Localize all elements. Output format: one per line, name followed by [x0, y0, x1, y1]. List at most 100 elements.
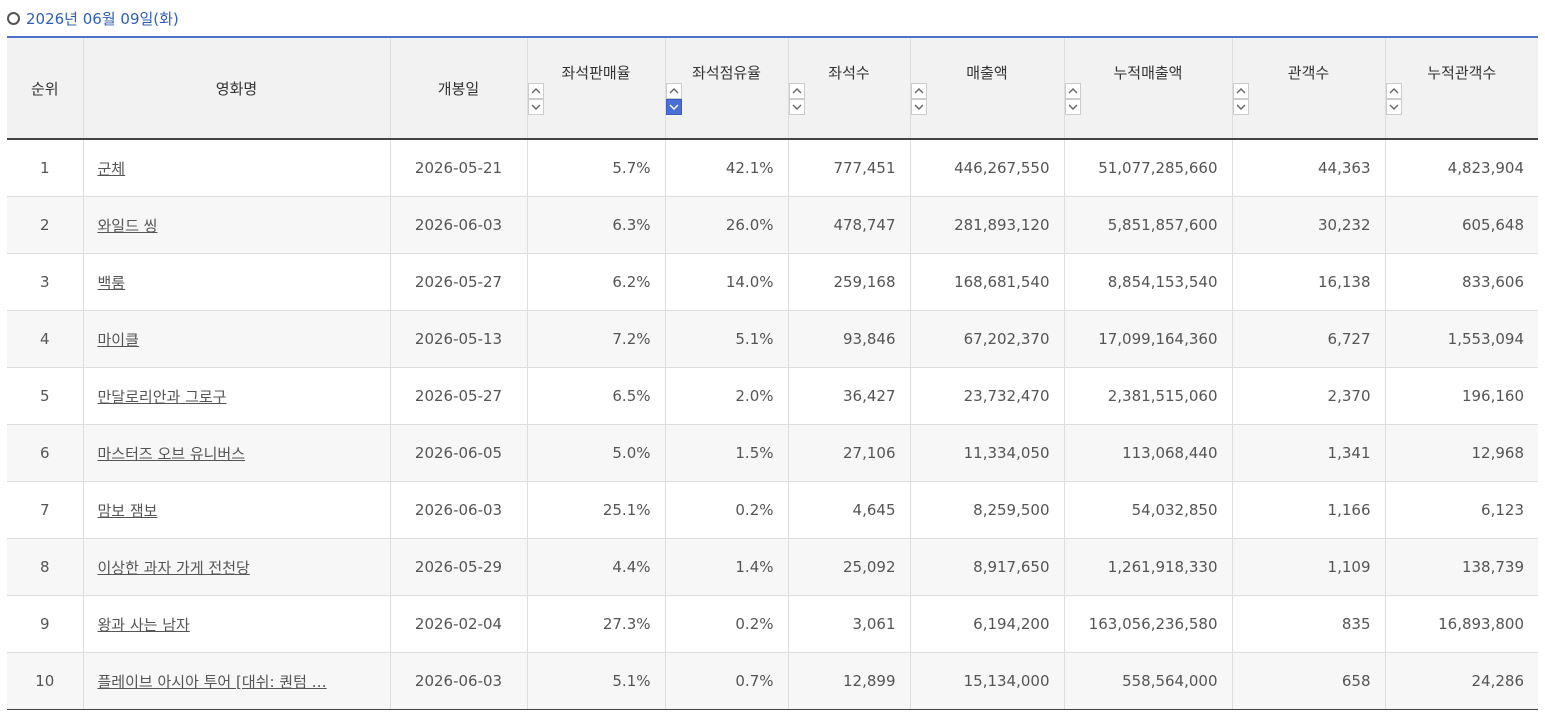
table-cell: 4.4%: [526, 538, 665, 596]
table-cell: 15,134,000: [909, 652, 1064, 710]
header-label: 순위: [30, 79, 59, 98]
table-cell: 만달로리안과 그로구: [82, 367, 390, 425]
table-cell: 36,427: [787, 367, 910, 425]
table-cell: 12,968: [1384, 424, 1538, 482]
table-cell: 30,232: [1231, 196, 1385, 254]
table-cell: 2.0%: [664, 367, 788, 425]
table-cell: 27,106: [787, 424, 910, 482]
sort-buttons: [910, 82, 1064, 115]
movie-link[interactable]: 마이클: [97, 330, 139, 349]
table-cell: 5,851,857,600: [1063, 196, 1232, 254]
movie-link[interactable]: 맘보 잼보: [97, 501, 158, 520]
table-cell: 8,917,650: [909, 538, 1064, 596]
table-cell: 2,370: [1231, 367, 1385, 425]
sort-down-button[interactable]: [527, 98, 544, 115]
sort-buttons: [1385, 82, 1539, 115]
table-row: 5 만달로리안과 그로구 2026-05-27 6.5% 2.0% 36,427 23,73…: [7, 367, 1538, 425]
table-cell: 54,032,850: [1063, 481, 1232, 539]
table-cell: 2026-06-03: [389, 196, 527, 254]
table-cell: 8,259,500: [909, 481, 1064, 539]
table-cell: 2026-06-03: [389, 652, 527, 710]
movie-link[interactable]: 플레이브 아시아 투어 [대쉬: 퀀텀 …: [97, 672, 327, 691]
table-cell: 플레이브 아시아 투어 [대쉬: 퀀텀 …: [82, 652, 390, 710]
sort-up-button[interactable]: [788, 82, 805, 99]
column-header: 누적관객수: [1384, 37, 1539, 140]
sort-buttons: [1232, 82, 1385, 115]
table-cell: 1,553,094: [1384, 310, 1538, 368]
table-cell: 5.7%: [526, 139, 665, 197]
header-label: 좌석수: [828, 63, 870, 82]
sort-down-button[interactable]: [665, 98, 682, 115]
header-label: 매출액: [966, 63, 1008, 82]
table-cell: 2026-05-29: [389, 538, 527, 596]
sort-down-button[interactable]: [1064, 98, 1081, 115]
table-row: 4 마이클 2026-05-13 7.2% 5.1% 93,846 67,202,370 17…: [7, 310, 1538, 368]
table-cell: 군체: [82, 139, 390, 197]
sort-buttons: [1064, 82, 1232, 115]
date-title: 2026년 06월 09일(화): [7, 8, 179, 29]
table-cell: 1,261,918,330: [1063, 538, 1232, 596]
table-cell: 168,681,540: [909, 253, 1064, 311]
table-cell: 27.3%: [526, 595, 665, 653]
table-cell: 5.0%: [526, 424, 665, 482]
table-cell: 7: [7, 481, 83, 539]
table-cell: 478,747: [787, 196, 910, 254]
movie-link[interactable]: 이상한 과자 가게 전천당: [97, 558, 250, 577]
table-cell: 5: [7, 367, 83, 425]
date-text: 2026년 06월 09일(화): [26, 10, 179, 28]
table-cell: 51,077,285,660: [1063, 139, 1232, 197]
table-cell: 67,202,370: [909, 310, 1064, 368]
movie-link[interactable]: 군체: [97, 159, 126, 178]
sort-buttons: [788, 82, 910, 115]
sort-buttons: [527, 82, 665, 115]
sort-up-button[interactable]: [527, 82, 544, 99]
table-cell: 0.2%: [664, 595, 788, 653]
table-cell: 4: [7, 310, 83, 368]
table-cell: 2026-06-03: [389, 481, 527, 539]
table-cell: 1.5%: [664, 424, 788, 482]
sort-down-button[interactable]: [910, 98, 927, 115]
table-cell: 11,334,050: [909, 424, 1064, 482]
table-cell: 2026-05-13: [389, 310, 527, 368]
table-cell: 0.7%: [664, 652, 788, 710]
header-label: 좌석판매율: [561, 63, 631, 82]
table-cell: 44,363: [1231, 139, 1385, 197]
movie-link[interactable]: 만달로리안과 그로구: [97, 387, 227, 406]
table-cell: 6,123: [1384, 481, 1538, 539]
movie-link[interactable]: 백룸: [97, 273, 126, 292]
table-cell: 24,286: [1384, 652, 1538, 710]
table-cell: 마이클: [82, 310, 390, 368]
table-cell: 25.1%: [526, 481, 665, 539]
table-cell: 2026-05-27: [389, 367, 527, 425]
table-cell: 113,068,440: [1063, 424, 1232, 482]
movie-link[interactable]: 왕과 사는 남자: [97, 615, 190, 634]
table-cell: 2,381,515,060: [1063, 367, 1232, 425]
sort-up-button[interactable]: [1385, 82, 1402, 99]
table-cell: 259,168: [787, 253, 910, 311]
column-header: 좌석점유율: [664, 37, 788, 140]
sort-down-button[interactable]: [1232, 98, 1249, 115]
table-cell: 196,160: [1384, 367, 1538, 425]
table-cell: 9: [7, 595, 83, 653]
table-cell: 26.0%: [664, 196, 788, 254]
table-cell: 3: [7, 253, 83, 311]
column-header: 관객수: [1231, 37, 1385, 140]
table-cell: 3,061: [787, 595, 910, 653]
movie-link[interactable]: 마스터즈 오브 유니버스: [97, 444, 246, 463]
movie-link[interactable]: 와일드 씽: [97, 216, 158, 235]
column-header: 영화명: [82, 37, 390, 140]
bullet-icon: [7, 12, 20, 25]
sort-buttons: [665, 82, 788, 115]
sort-down-button[interactable]: [1385, 98, 1402, 115]
table-row: 9 왕과 사는 남자 2026-02-04 27.3% 0.2% 3,061 6,194,2…: [7, 595, 1538, 653]
sort-up-button[interactable]: [1064, 82, 1081, 99]
header-label: 관객수: [1287, 63, 1330, 82]
table-row: 1 군체 2026-05-21 5.7% 42.1% 777,451 446,267,550…: [7, 139, 1538, 197]
sort-up-button[interactable]: [1232, 82, 1249, 99]
table-cell: 23,732,470: [909, 367, 1064, 425]
sort-up-button[interactable]: [665, 82, 682, 99]
sort-down-button[interactable]: [788, 98, 805, 115]
sort-up-button[interactable]: [910, 82, 927, 99]
table-cell: 7.2%: [526, 310, 665, 368]
